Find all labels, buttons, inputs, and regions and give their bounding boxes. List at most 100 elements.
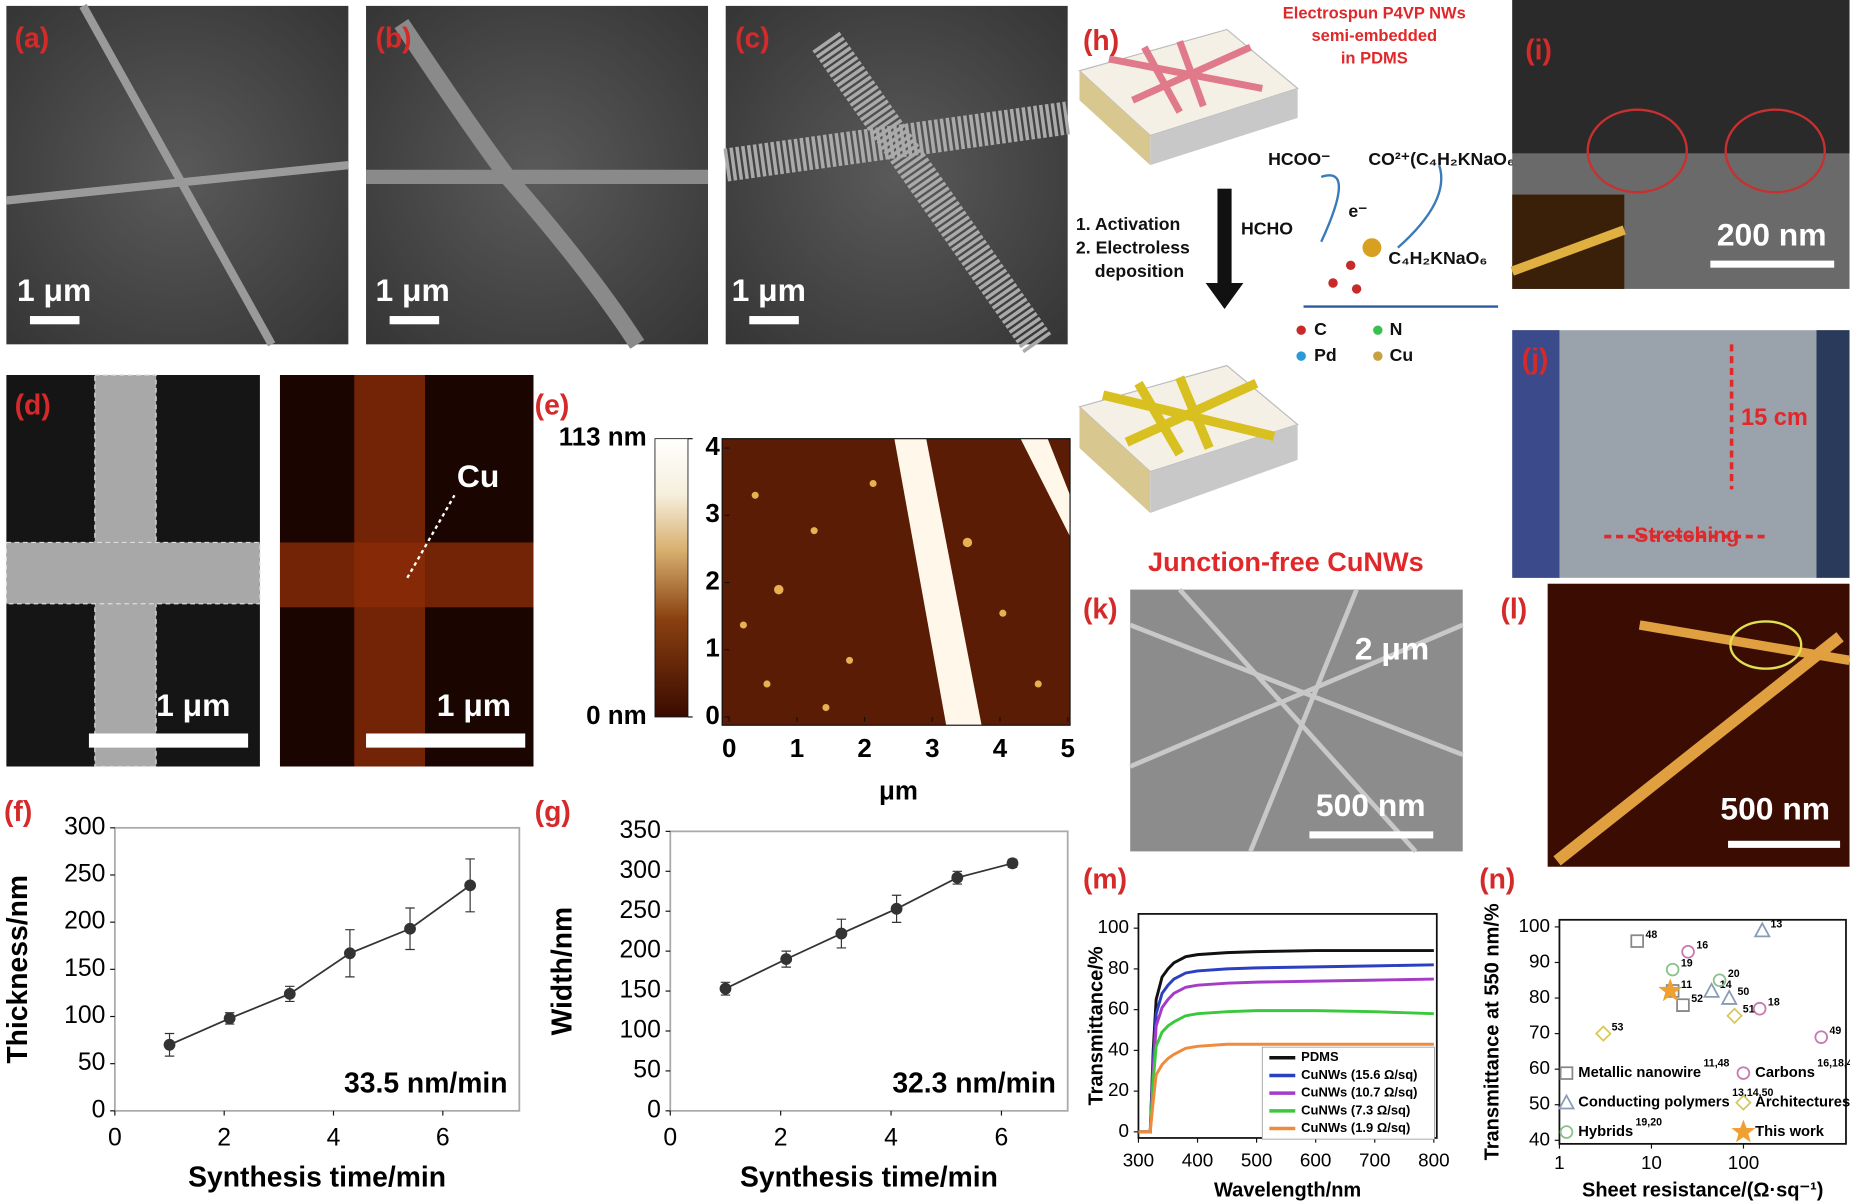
chem-label: C₄H₂KNaO₆: [1388, 248, 1487, 268]
scale-label: 1 μm: [437, 687, 511, 723]
y-tick-label: 90: [1529, 950, 1550, 971]
image-j: (j) 15 cm Stretching: [1512, 330, 1850, 578]
legend-refs: 16,18,49: [1817, 1057, 1850, 1069]
y-tick-label: 200: [620, 937, 661, 964]
panel-label: (k): [1083, 592, 1118, 624]
legend-label: CuNWs (7.3 Ω/sq): [1301, 1102, 1410, 1117]
sem-c: (c) 1 μm: [723, 5, 1070, 354]
x-tick-label: 1: [1554, 1152, 1565, 1173]
chem-label: CO²⁺(C₄H₂KNaO₆): [1368, 149, 1520, 169]
caption: Junction-free CuNWs: [1148, 546, 1424, 577]
panel-label: (a): [15, 22, 50, 54]
x-tick-label: 800: [1418, 1150, 1449, 1171]
y-tick-label: 350: [620, 817, 661, 844]
y-tick-label: 40: [1529, 1128, 1550, 1149]
plot-frame: [669, 830, 1069, 1112]
x-tick-label: 700: [1359, 1150, 1390, 1171]
y-axis-label: Transmittance/%: [1085, 946, 1107, 1105]
plot-frame: [1558, 918, 1847, 1145]
series-line: [169, 884, 471, 1046]
point: [890, 902, 903, 915]
point: [835, 927, 848, 940]
legend-label: CuNWs (1.9 Ω/sq): [1301, 1120, 1410, 1135]
y-tick-label: 150: [64, 955, 105, 982]
legend-label: PDMS: [1301, 1049, 1339, 1064]
chem-label: e⁻: [1348, 201, 1367, 221]
legend-label: Carbons: [1755, 1065, 1815, 1081]
atom-legend: C: [1314, 319, 1327, 339]
afm-image: [721, 438, 1071, 726]
point: [719, 982, 732, 995]
point: [283, 987, 296, 1000]
legend-marker: [1557, 1093, 1576, 1110]
x-tick-label: 400: [1182, 1150, 1213, 1171]
scale-label: 1 μm: [156, 687, 230, 723]
annotation: 33.5 nm/min: [344, 1066, 508, 1098]
x-tick-label: 600: [1300, 1150, 1331, 1171]
point: [951, 871, 964, 884]
marker: [1720, 989, 1738, 1005]
panel-label: (h): [1083, 24, 1119, 56]
y-tick-label: 20: [1108, 1079, 1129, 1100]
colorbar-label: 113 nm: [559, 424, 647, 452]
y-tick-label: 50: [1529, 1093, 1550, 1114]
x-tick-label: 1: [790, 735, 804, 763]
colorbar-label: 0 nm: [586, 702, 647, 730]
y-tick-label: 80: [1529, 986, 1550, 1007]
y-tick-label: 60: [1529, 1057, 1550, 1078]
x-tick-label: 6: [436, 1125, 450, 1152]
legend-marker: [1731, 1119, 1756, 1143]
point-label: 14: [1720, 979, 1732, 991]
marker: [1712, 973, 1727, 988]
scale-label: 500 nm: [1720, 791, 1830, 827]
point-label: 13: [1771, 918, 1783, 930]
x-tick-label: 2: [217, 1125, 231, 1152]
legend-marker: [1559, 1125, 1574, 1139]
point: [464, 879, 477, 892]
point: [163, 1038, 176, 1051]
y-tick-label: 80: [1108, 957, 1129, 978]
panel-label: (n): [1479, 862, 1515, 894]
marker: [1630, 934, 1644, 948]
sem-b: (b) 1 μm: [366, 5, 709, 349]
point-label: 16: [1696, 940, 1708, 952]
legend-marker: [1559, 1066, 1574, 1080]
panel-label: (i): [1525, 33, 1552, 65]
atom-legend: Cu: [1390, 345, 1414, 365]
marker: [1753, 921, 1771, 938]
marker: [1752, 1001, 1767, 1016]
point-label: 53: [1612, 1022, 1624, 1034]
y-tick-label: 0: [92, 1096, 106, 1123]
schematic-h: (h) Electrospun P4VP NWs semi-embedded i…: [1076, 5, 1521, 577]
y-tick-label: 300: [620, 857, 661, 884]
y-axis-label: Width/nm: [546, 907, 578, 1036]
title-line: semi-embedded: [1311, 27, 1437, 45]
y-tick-label: 0: [705, 702, 719, 730]
legend-label: This work: [1755, 1124, 1825, 1140]
x-tick-label: 100: [1728, 1152, 1759, 1173]
point-label: 11: [1681, 979, 1692, 991]
point-label: 50: [1737, 986, 1749, 998]
scale-label: 200 nm: [1717, 216, 1827, 252]
step: deposition: [1095, 261, 1184, 281]
x-tick-label: 2: [774, 1125, 788, 1152]
image-k: (k) 2 μm 500 nm: [1083, 588, 1464, 853]
y-axis-label: Transmittance at 550 nm/%: [1482, 903, 1504, 1160]
y-tick-label: 100: [620, 1017, 661, 1044]
legend-label: Conducting polymers: [1578, 1094, 1729, 1110]
y-tick-label: 250: [64, 861, 105, 888]
panel-label: (j): [1522, 342, 1549, 374]
point-label: 51: [1743, 1004, 1755, 1016]
y-tick-label: 150: [620, 977, 661, 1004]
x-tick-label: 6: [995, 1125, 1009, 1152]
legend-label: CuNWs (10.7 Ω/sq): [1301, 1085, 1417, 1100]
series-line: [725, 862, 1013, 990]
y-tick-label: 250: [620, 897, 661, 924]
marker: [1814, 1030, 1829, 1044]
x-axis-label: Synthesis time/min: [740, 1161, 998, 1193]
scale-label: 2 μm: [1355, 630, 1429, 666]
legend-marker: [1736, 1066, 1751, 1080]
marker: [1595, 1025, 1612, 1042]
point-label: 18: [1768, 997, 1780, 1009]
